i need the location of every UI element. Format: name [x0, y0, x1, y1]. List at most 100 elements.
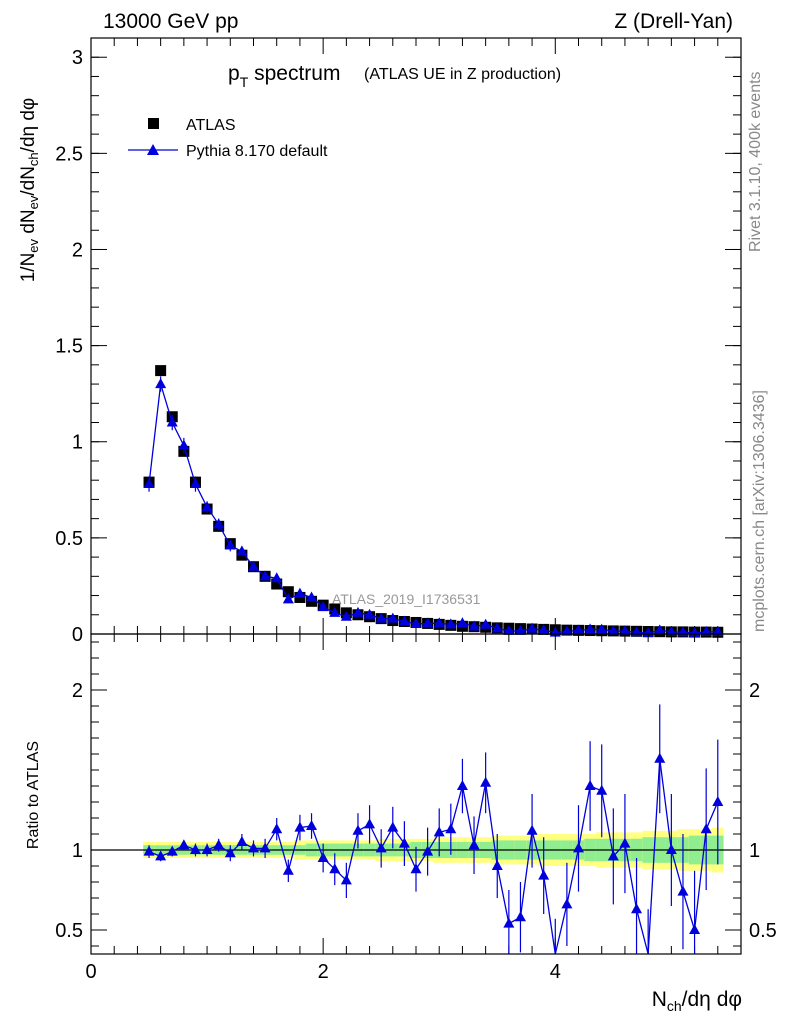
ratio-point: [398, 837, 410, 848]
pythia-point: [619, 625, 631, 636]
pythia-point: [561, 625, 573, 636]
ratio-point: [166, 845, 178, 856]
bottom-ytick-label-right: 1: [749, 840, 760, 862]
pythia-point: [155, 378, 167, 389]
ratio-point: [410, 863, 422, 874]
pythia-point: [224, 539, 236, 550]
ratio-point: [491, 860, 503, 870]
bottom-xtick-label: 4: [550, 961, 561, 983]
top-ylabel: 1/Nev dNev/dNch/dη dφ: [18, 98, 41, 283]
ratio-point: [468, 839, 480, 850]
ratio-point: [387, 821, 399, 832]
pythia-point: [422, 617, 434, 628]
bottom-ytick-label: 2: [72, 680, 83, 702]
ratio-point: [375, 842, 387, 853]
analysis-label: ATLAS_2019_I1736531: [332, 591, 481, 607]
ratio-point: [584, 780, 596, 790]
pythia-point: [596, 623, 608, 634]
ratio-point: [364, 818, 376, 829]
ratio-point: [306, 820, 318, 830]
pythia-point: [665, 625, 677, 636]
ratio-point: [596, 784, 608, 795]
ratio-point: [224, 847, 236, 858]
ratio-point: [282, 864, 294, 875]
legend-pythia-marker: [147, 144, 159, 155]
pythia-point: [398, 615, 410, 626]
ratio-point: [329, 863, 341, 874]
pythia-point: [573, 624, 584, 635]
pythia-point: [166, 416, 178, 427]
pythia-point: [306, 591, 318, 602]
bottom-ytick-label: 0.5: [55, 920, 83, 942]
legend-pythia-label: Pythia 8.170 default: [186, 143, 328, 160]
pythia-point: [352, 606, 364, 617]
ratio-point: [294, 821, 306, 832]
ratio-point: [143, 845, 155, 856]
process-label: Z (Drell-Yan): [614, 10, 733, 33]
ratio-point: [700, 823, 712, 834]
top-ytick-label: 0: [72, 624, 83, 646]
pythia-point: [236, 545, 248, 556]
pythia-point: [456, 617, 468, 628]
ratio-point: [155, 850, 167, 861]
ratio-point: [456, 780, 468, 790]
legend-atlas-marker: [148, 118, 159, 129]
plot-title-context: (ATLAS UE in Z production): [364, 66, 561, 83]
ratio-point: [445, 823, 457, 834]
ratio-data-marks: [143, 704, 724, 955]
pythia-point: [178, 439, 190, 450]
bottom-panel-frame: [90, 633, 742, 955]
bottom-ytick-label-right: 2: [749, 680, 760, 702]
energy-label: 13000 GeV pp: [103, 10, 238, 33]
ratio-point: [526, 824, 538, 835]
ratio-point: [480, 776, 492, 787]
plot-title: pT spectrum: [228, 62, 340, 90]
ratio-point: [201, 844, 213, 854]
bottom-xtick-label: 0: [85, 961, 96, 983]
ratio-point: [631, 903, 643, 914]
bottom-ylabel: Ratio to ATLAS: [25, 741, 42, 849]
pythia-point: [642, 627, 654, 638]
pythia-point: [514, 624, 526, 635]
pythia-point: [294, 587, 306, 598]
ratio-point: [677, 885, 689, 896]
atlas-point: [271, 578, 283, 590]
pythia-point: [654, 624, 666, 635]
pythia-point: [480, 618, 492, 629]
pythia-point: [375, 612, 387, 623]
legend-atlas-label: ATLAS: [186, 117, 236, 134]
ratio-point: [689, 924, 701, 934]
pythia-point: [607, 625, 619, 636]
ratio-point: [236, 836, 248, 846]
ratio-point: [654, 752, 666, 763]
pythia-point: [410, 618, 422, 629]
ratio-point: [433, 826, 445, 837]
pythia-point: [259, 570, 271, 581]
pythia-point: [503, 624, 515, 635]
top-data-marks: [143, 365, 724, 638]
ratio-point: [665, 844, 677, 854]
ratio-point: [619, 837, 631, 848]
ratio-point: [189, 844, 201, 854]
pythia-point: [700, 625, 712, 636]
pythia-point: [213, 518, 225, 529]
rivet-label: Rivet 3.1.10, 400k events: [747, 71, 764, 252]
legend: ATLAS Pythia 8.170 default: [128, 117, 328, 160]
ratio-point: [213, 839, 225, 850]
bottom-ytick-label: 1: [72, 840, 83, 862]
ratio-point: [340, 874, 352, 885]
pythia-point: [468, 620, 480, 631]
ratio-point: [317, 852, 329, 862]
top-ytick-label: 1.5: [55, 336, 83, 358]
pythia-point: [143, 478, 155, 489]
pythia-point: [526, 622, 538, 633]
ratio-point: [503, 917, 515, 928]
top-ytick-label: 3: [72, 47, 83, 69]
pythia-point: [491, 622, 503, 633]
pythia-point: [329, 606, 341, 617]
ratio-point: [259, 842, 271, 853]
ratio-point: [607, 850, 619, 861]
top-ytick-label: 2: [72, 239, 83, 261]
pythia-point: [364, 608, 376, 619]
